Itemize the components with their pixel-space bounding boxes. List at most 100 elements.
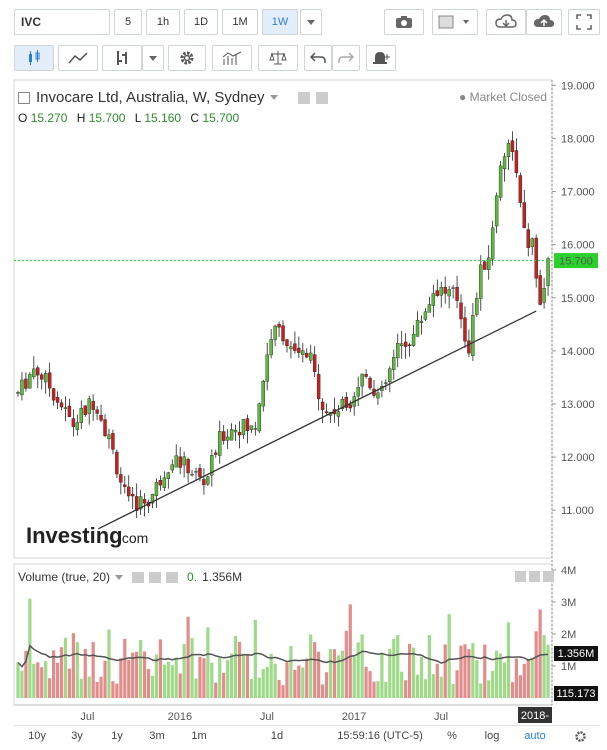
range-1d[interactable]: 1d	[262, 727, 292, 745]
volume-bar	[32, 663, 36, 698]
line-style-button[interactable]	[58, 45, 98, 71]
candle-body	[305, 353, 309, 358]
fullscreen-button[interactable]	[568, 9, 600, 35]
auto-toggle[interactable]: auto	[518, 727, 552, 745]
interval-1m[interactable]: 1M	[222, 9, 258, 35]
candle-body	[186, 459, 190, 474]
volume-bar	[498, 653, 503, 698]
close-icon[interactable]	[166, 571, 179, 583]
candle-body	[36, 367, 40, 376]
close-pane-icon[interactable]	[543, 571, 554, 582]
clock-text: 15:59:16 (UTC-5)	[337, 730, 423, 742]
interval-1d[interactable]: 1D	[184, 9, 218, 35]
volume-bar	[281, 685, 285, 698]
candle-body	[24, 378, 28, 389]
save-chart-button[interactable]	[526, 9, 562, 35]
volume-bar	[317, 651, 321, 698]
volume-bar	[277, 679, 281, 698]
style-dropdown-button[interactable]	[142, 45, 164, 71]
volume-bar	[253, 619, 257, 698]
candle-body	[107, 434, 111, 440]
range-1m[interactable]: 1m	[184, 727, 214, 745]
candle-body	[463, 317, 467, 342]
volume-bar	[142, 651, 147, 698]
volume-bar	[107, 629, 111, 698]
volume-bar	[471, 643, 475, 698]
interval-1w[interactable]: 1W	[262, 9, 298, 35]
volume-bar	[162, 664, 166, 698]
interval-dropdown-button[interactable]	[300, 9, 322, 35]
chevron-down-icon	[270, 95, 279, 100]
volume-bar	[455, 670, 459, 698]
candlestick-style-button[interactable]	[14, 45, 54, 71]
candle-body	[522, 202, 527, 229]
indicators-button[interactable]	[212, 45, 252, 71]
volume-bar	[75, 642, 79, 698]
eye-icon[interactable]	[298, 91, 311, 104]
interval-5[interactable]: 5	[114, 9, 142, 35]
trendline[interactable]	[98, 310, 537, 530]
range-10y[interactable]: 10y	[22, 727, 52, 745]
range-1y-label: 1y	[111, 730, 123, 742]
candle-body	[443, 287, 447, 294]
interval-1h[interactable]: 1h	[146, 9, 180, 35]
volume-bar	[463, 644, 467, 698]
volume-bar	[380, 652, 384, 698]
volume-bar	[36, 662, 40, 698]
arrow-down-icon[interactable]	[529, 571, 540, 582]
svg-text:15.700: 15.700	[559, 256, 593, 268]
volume-bar	[459, 645, 463, 698]
settings-button[interactable]	[168, 45, 206, 71]
volume-bar	[218, 657, 222, 698]
volume-bar	[139, 640, 143, 698]
arrow-up-icon[interactable]	[515, 571, 526, 582]
volume-value-prefix: 0.	[187, 570, 198, 584]
symbol-input[interactable]: IVC	[14, 9, 110, 35]
candle-body	[423, 311, 428, 320]
price-tick-label: 16.000	[561, 240, 595, 252]
eye-icon[interactable]	[132, 571, 145, 583]
screenshot-button[interactable]	[384, 9, 424, 35]
candle-body	[494, 195, 499, 227]
volume-bar	[285, 662, 289, 698]
load-chart-button[interactable]	[486, 9, 526, 35]
bottom-bar	[14, 725, 600, 747]
pane-controls	[515, 571, 554, 582]
candle-body	[150, 493, 155, 504]
candle-body	[419, 320, 424, 323]
redo-button[interactable]	[332, 45, 360, 71]
bar-style-button[interactable]	[102, 45, 142, 71]
candle-body	[502, 156, 507, 170]
candle-body	[91, 401, 95, 410]
volume-bar	[443, 644, 447, 698]
time-axis: Jul 2016 Jul 2017 Jul	[80, 711, 448, 723]
volume-bar	[214, 682, 218, 698]
market-status: ● Market Closed	[459, 90, 547, 104]
candle-body	[546, 258, 550, 287]
range-1y[interactable]: 1y	[102, 727, 132, 745]
watermark-suffix: .com	[118, 530, 148, 546]
volume-axis: 1M 2M 3M 4M	[552, 565, 576, 673]
range-3m[interactable]: 3m	[142, 727, 172, 745]
color-picker-button[interactable]	[432, 9, 478, 35]
settings-button-bottom[interactable]	[570, 727, 590, 745]
volume-bar	[289, 645, 293, 698]
range-3y[interactable]: 3y	[62, 727, 92, 745]
log-toggle[interactable]: log	[478, 727, 506, 745]
volume-bar	[495, 650, 499, 698]
candle-body	[265, 354, 269, 382]
volume-bar	[364, 666, 368, 698]
volume-legend: Volume (true, 20) 0. 1.356M	[18, 570, 242, 584]
compare-button[interactable]	[258, 45, 298, 71]
interval-1d-label: 1D	[193, 16, 209, 28]
cloud-download-icon	[495, 14, 517, 28]
volume-bar	[202, 658, 206, 698]
percent-toggle[interactable]: %	[440, 727, 464, 745]
alert-button[interactable]	[366, 45, 396, 71]
undo-button[interactable]	[304, 45, 332, 71]
settings-icon[interactable]	[316, 91, 329, 104]
volume-bar	[233, 636, 238, 698]
volume-bar	[198, 656, 202, 698]
settings-icon[interactable]	[149, 571, 162, 583]
